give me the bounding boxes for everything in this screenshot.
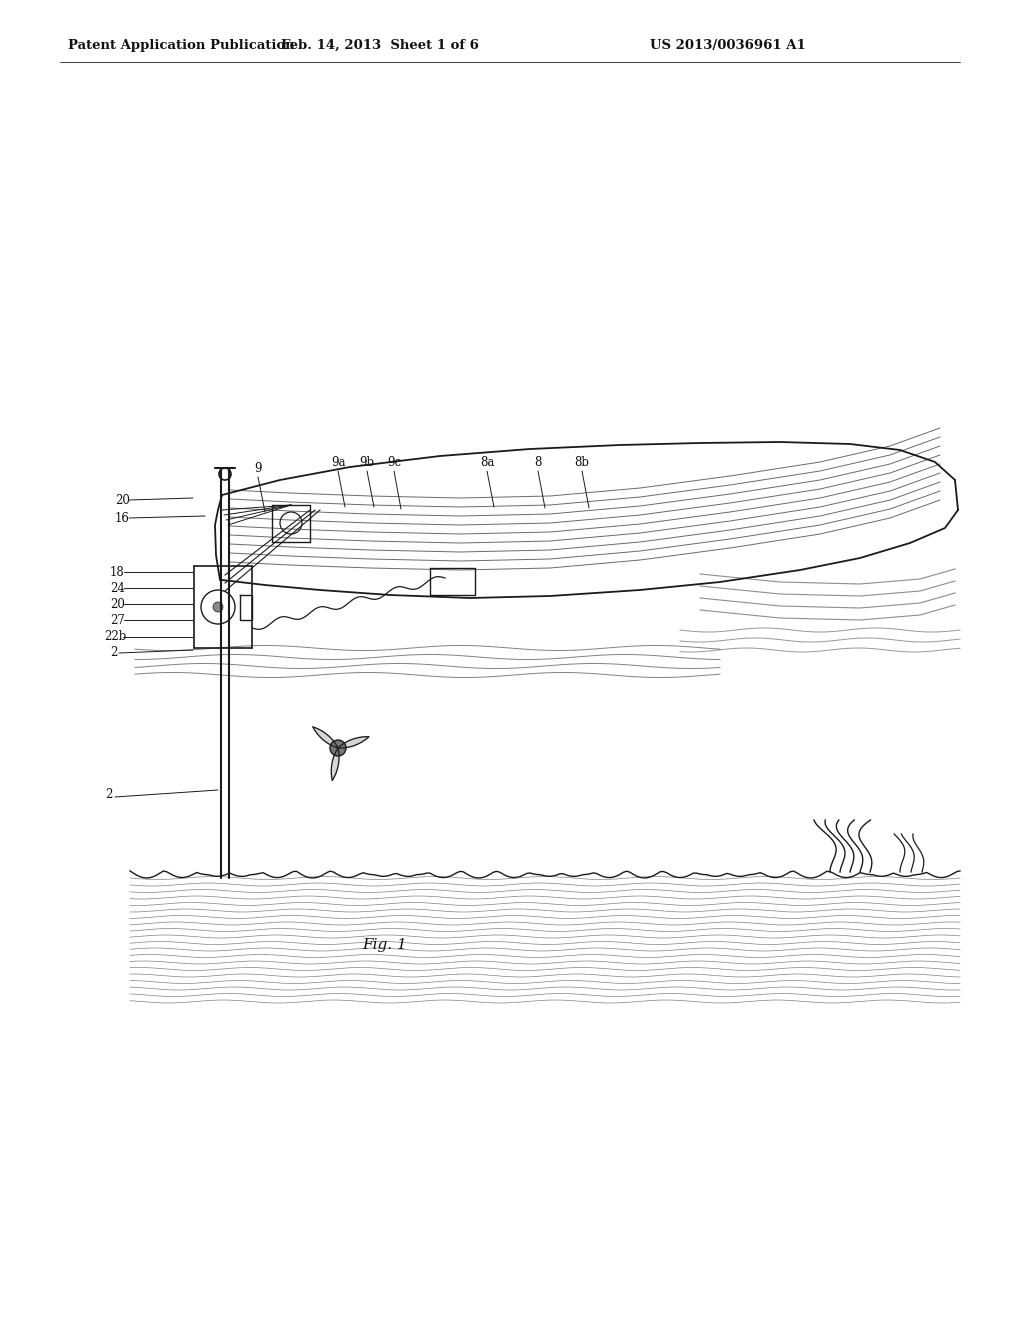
Text: 24: 24	[110, 582, 125, 594]
Text: 20: 20	[110, 598, 125, 610]
Text: 8: 8	[535, 455, 542, 469]
Text: 22b: 22b	[104, 631, 126, 644]
Text: 9a: 9a	[331, 455, 345, 469]
Text: 8b: 8b	[574, 455, 590, 469]
Text: 9c: 9c	[387, 455, 401, 469]
Text: 20: 20	[115, 494, 130, 507]
Text: 2: 2	[105, 788, 113, 801]
Circle shape	[213, 602, 223, 612]
Text: 2: 2	[110, 647, 118, 660]
Polygon shape	[312, 727, 338, 748]
Polygon shape	[338, 737, 369, 748]
Text: Feb. 14, 2013  Sheet 1 of 6: Feb. 14, 2013 Sheet 1 of 6	[281, 38, 479, 51]
Circle shape	[330, 741, 346, 756]
Text: US 2013/0036961 A1: US 2013/0036961 A1	[650, 38, 806, 51]
Text: Patent Application Publication: Patent Application Publication	[68, 38, 295, 51]
Text: 8a: 8a	[480, 455, 495, 469]
Text: 16: 16	[115, 511, 130, 524]
Text: 18: 18	[110, 565, 125, 578]
Text: 9: 9	[254, 462, 262, 474]
Text: 27: 27	[110, 614, 125, 627]
Polygon shape	[332, 748, 339, 780]
Text: 9b: 9b	[359, 455, 375, 469]
Text: Fig. 1: Fig. 1	[362, 939, 408, 952]
